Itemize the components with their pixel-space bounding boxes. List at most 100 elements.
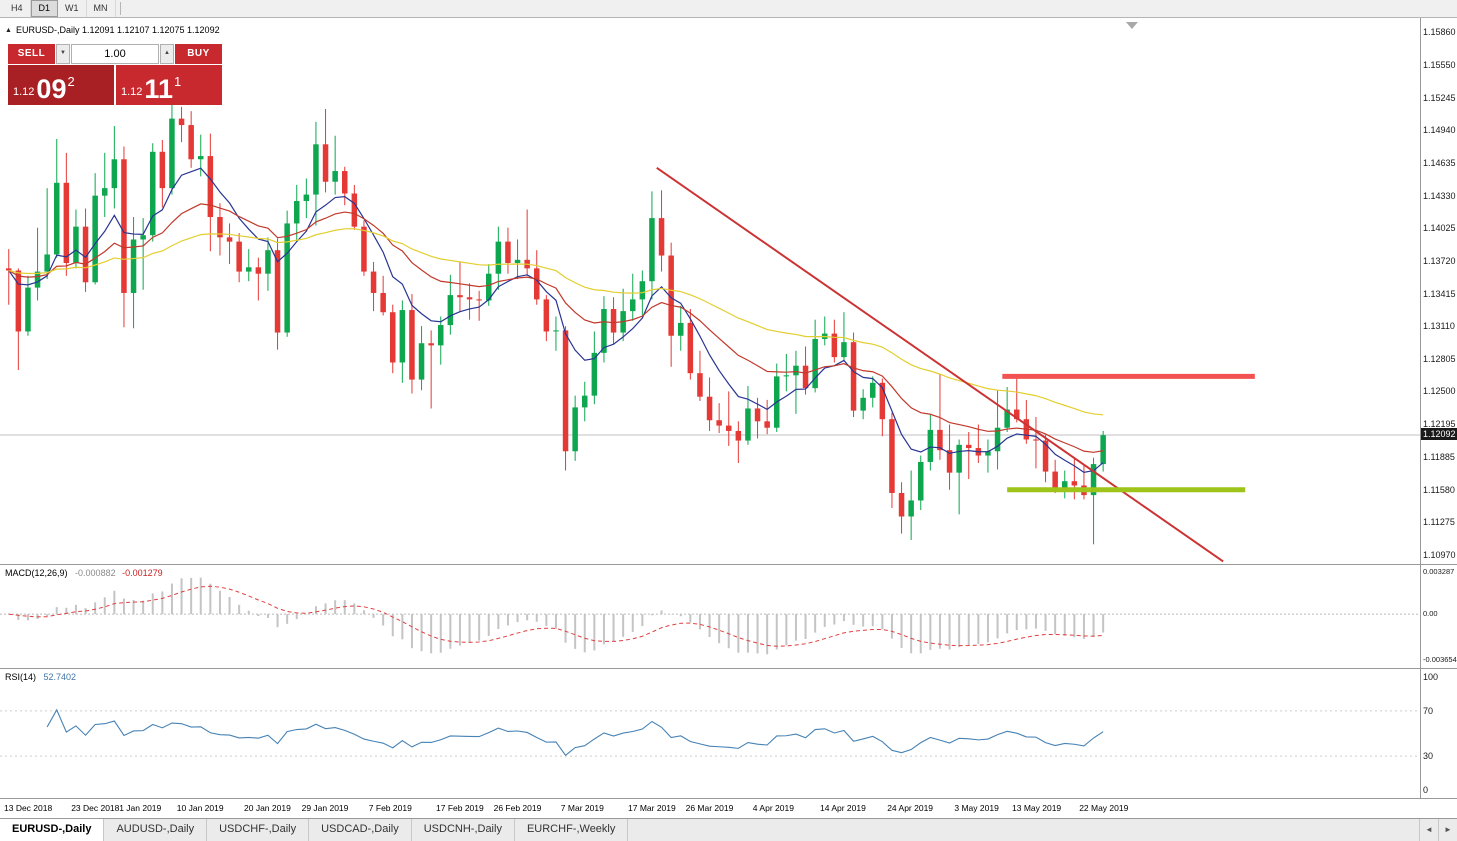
price-axis-label: 1.14025 (1423, 223, 1456, 234)
timeframe-d1-button[interactable]: D1 (30, 0, 59, 17)
buy-button[interactable]: BUY (175, 44, 222, 64)
tab-scroll-right-icon[interactable]: ► (1438, 819, 1457, 841)
tab-scroll-left-icon[interactable]: ◄ (1419, 819, 1438, 841)
rsi-chart[interactable] (0, 669, 1420, 798)
candle-body (188, 125, 194, 160)
candle-body (630, 299, 636, 312)
rsi-name: RSI(14) (5, 672, 37, 682)
candle-body (361, 226, 367, 272)
macd-signal-line (8, 585, 1104, 647)
candle-body (1071, 481, 1078, 486)
price-axis-label: 1.15550 (1423, 60, 1456, 71)
candle-body (534, 268, 540, 300)
candle-body (428, 343, 434, 346)
candle-body (553, 330, 559, 332)
chart-title-ohlc: EURUSD-,Daily 1.12091 1.12107 1.12075 1.… (15, 25, 220, 35)
price-axis-label: 1.14635 (1423, 158, 1456, 169)
moving-average-50[interactable] (8, 228, 1104, 416)
candle-body (178, 118, 185, 126)
sell-button[interactable]: SELL (8, 44, 55, 64)
candle-body (985, 451, 991, 456)
macd-axis[interactable]: 0.003287 0.00 -0.003654 (1420, 565, 1457, 668)
candle-body (668, 255, 674, 336)
timeframe-h4-button[interactable]: H4 (4, 0, 31, 17)
moving-average-21[interactable] (8, 203, 1104, 453)
price-axis-label: 1.10970 (1423, 550, 1456, 560)
timeframe-mn-button[interactable]: MN (87, 0, 116, 17)
rsi-label: RSI(14) 52.7402 (5, 672, 76, 682)
date-axis-label: 13 May 2019 (1012, 803, 1062, 813)
chart-tab-usdcad-daily[interactable]: USDCAD-,Daily (309, 819, 412, 841)
bid-price-tag: 1.12092 (1421, 427, 1457, 440)
volume-decrease-button[interactable]: ▼ (56, 44, 70, 64)
candle-body (140, 235, 146, 240)
date-axis-label: 13 Dec 2018 (4, 803, 53, 813)
macd-chart[interactable] (0, 565, 1420, 668)
candle-body (505, 241, 511, 264)
chart-canvas: ▲ EURUSD-,Daily 1.12091 1.12107 1.12075 … (0, 18, 1420, 564)
candle-body (918, 461, 924, 501)
rsi-axis[interactable]: 100 70 30 0 (1420, 669, 1457, 798)
chart-tab-bar: EURUSD-,Daily AUDUSD-,Daily USDCHF-,Daily U… (0, 818, 1457, 841)
chart-tab-eurchf-weekly[interactable]: EURCHF-,Weekly (515, 819, 629, 841)
rsi-axis-label: 0 (1423, 785, 1429, 795)
chart-tab-usdcnh-daily[interactable]: USDCNH-,Daily (412, 819, 515, 841)
date-axis-label: 3 May 2019 (954, 803, 999, 813)
candle-body (15, 270, 22, 332)
buy-price-prefix: 1.12 (121, 86, 143, 98)
candle-body (870, 382, 876, 398)
price-axis-label: 1.14330 (1423, 190, 1456, 201)
macd-name: MACD(12,26,9) (5, 568, 68, 578)
sell-price-box[interactable]: 1.12 09 2 (8, 65, 114, 105)
buy-price-big: 11 (144, 74, 173, 104)
date-axis-label: 7 Feb 2019 (368, 803, 412, 813)
volume-input[interactable] (71, 44, 159, 64)
candle-body (447, 295, 454, 326)
timeframe-w1-button[interactable]: W1 (58, 0, 87, 17)
candle-body (111, 159, 118, 189)
candle-body (601, 309, 607, 353)
moving-average-8[interactable] (8, 167, 1104, 474)
candle-body (121, 159, 127, 293)
candle-body (745, 408, 751, 441)
price-axis-label: 1.12195 (1423, 418, 1456, 429)
candle-body (735, 430, 742, 441)
chart-tab-list: EURUSD-,Daily AUDUSD-,Daily USDCHF-,Daily U… (0, 819, 629, 841)
toolbar-separator (119, 2, 121, 15)
chart-tab-audusd-daily[interactable]: AUDUSD-,Daily (104, 819, 208, 841)
macd-label: MACD(12,26,9) -0.000882 -0.001279 (5, 568, 163, 578)
candle-body (1004, 409, 1010, 428)
candle-body (246, 267, 252, 272)
descending-trendline[interactable] (656, 167, 1224, 563)
chart-tab-eurusd-daily[interactable]: EURUSD-,Daily (0, 819, 105, 841)
chart-tab-usdchf-daily[interactable]: USDCHF-,Daily (207, 819, 310, 841)
candle-body (457, 295, 463, 298)
rsi-value: 52.7402 (43, 672, 77, 682)
candle-body (409, 310, 415, 380)
candle-body (898, 492, 905, 517)
date-axis-label: 20 Jan 2019 (244, 803, 291, 813)
candle-body (313, 144, 319, 195)
price-axis[interactable]: 1.15860 1.15550 1.15245 1.14940 1.14635 1.143… (1420, 18, 1457, 564)
volume-increase-button[interactable]: ▲ (160, 44, 174, 64)
candle-body (73, 226, 79, 264)
candle-body (610, 309, 617, 333)
candle-body (812, 338, 818, 389)
one-click-panel-toggle-icon[interactable]: ▲ (5, 26, 12, 34)
date-axis-label: 17 Feb 2019 (436, 803, 484, 813)
candle-body (438, 325, 444, 346)
candle-body (476, 299, 482, 301)
tab-scroll-controls: ◄ ► (1419, 819, 1457, 841)
date-axis[interactable]: 13 Dec 2018 23 Dec 2018 1 Jan 2019 10 Jan 2… (0, 798, 1457, 818)
sell-price-prefix: 1.12 (13, 86, 35, 98)
price-axis-label: 1.15860 (1423, 27, 1456, 37)
candle-body (130, 239, 137, 293)
chart-shift-marker-icon[interactable] (1125, 22, 1138, 29)
candle-body (793, 365, 799, 376)
one-click-trading-panel: SELL ▼ ▲ BUY 1.12 09 2 1.12 11 1 (8, 44, 222, 105)
main-chart[interactable] (0, 18, 1420, 564)
rsi-axis-label: 30 (1423, 751, 1434, 762)
date-axis-label: 10 Jan 2019 (176, 803, 224, 813)
buy-price-box[interactable]: 1.12 11 1 (116, 65, 222, 105)
